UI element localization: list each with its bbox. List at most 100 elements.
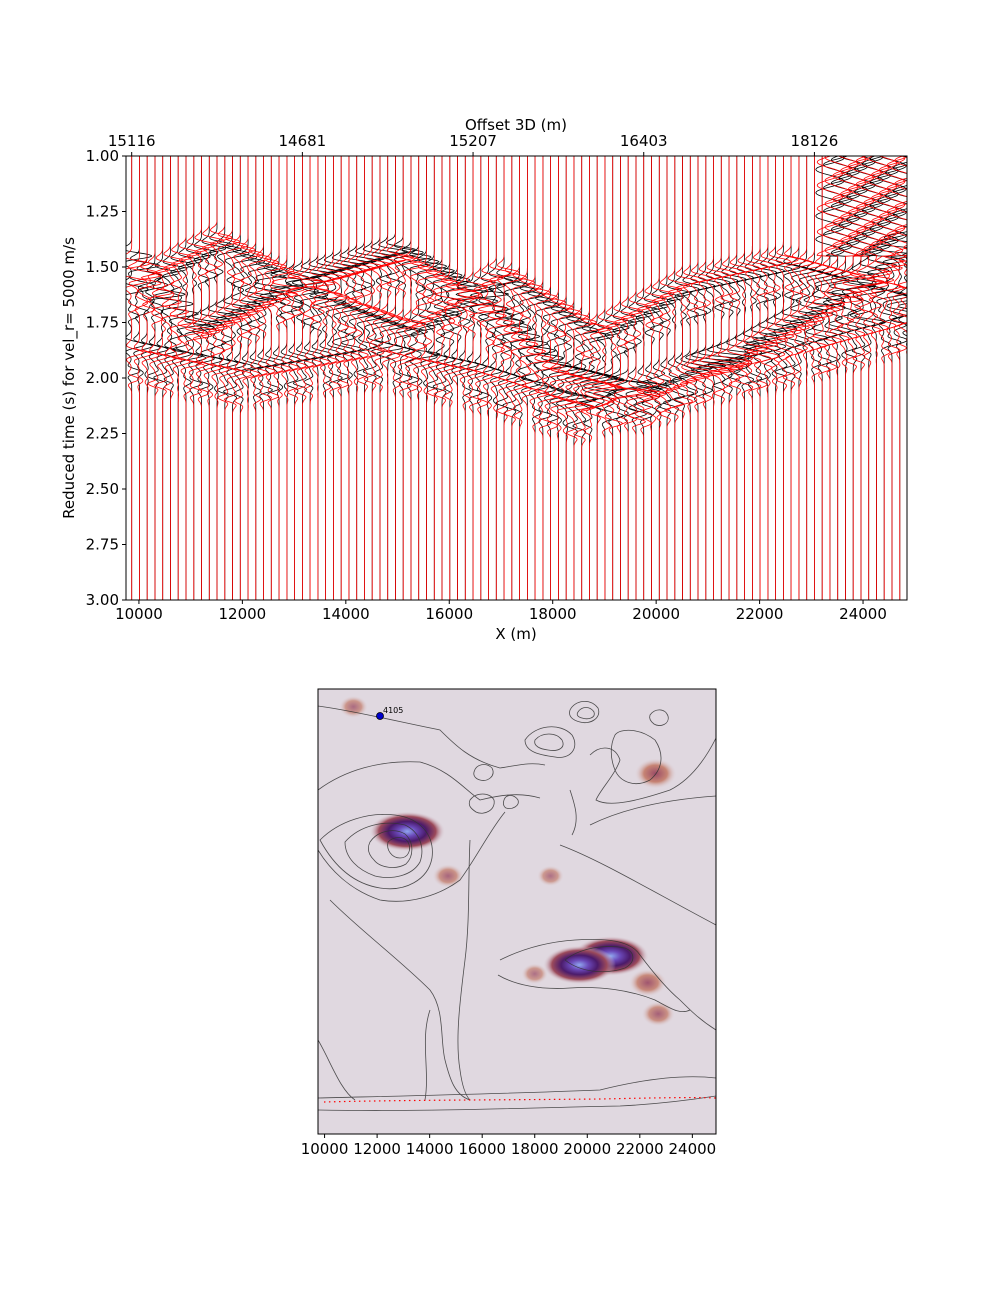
- red-trace: [840, 156, 870, 600]
- y-tick-label: 3.00: [86, 591, 119, 609]
- contour-line: [344, 822, 423, 878]
- red-trace: [764, 156, 795, 600]
- red-trace: [708, 156, 750, 600]
- black-trace: [152, 156, 194, 600]
- red-trace: [798, 156, 826, 600]
- black-trace: [663, 156, 692, 600]
- red-trace: [487, 156, 516, 600]
- red-trace: [746, 156, 779, 600]
- red-trace: [173, 156, 205, 600]
- map-panel: 4105 10000 12000 14000 16000 18000 20000 22000…: [301, 688, 717, 1158]
- red-trace: [271, 156, 305, 600]
- red-trace: [216, 156, 244, 600]
- contour-line: [318, 705, 546, 769]
- map-x-tick-label: 12000: [353, 1140, 401, 1158]
- y-tick-label: 2.25: [86, 425, 119, 443]
- map-x-tick-label: 10000: [301, 1140, 349, 1158]
- black-trace: [268, 156, 293, 600]
- black-trace: [707, 156, 753, 600]
- red-trace: [847, 156, 886, 600]
- contour-line: [503, 795, 519, 809]
- red-trace: [458, 156, 492, 600]
- red-trace: [300, 156, 325, 600]
- y-tick-label: 1.25: [86, 203, 119, 221]
- contour-line: [473, 764, 494, 781]
- y-tick-label: 2.00: [86, 369, 119, 387]
- map-background: [318, 689, 716, 1134]
- red-trace: [415, 156, 446, 600]
- red-trace: [542, 156, 570, 600]
- y-axis-title: Reduced time (s) for vel_r= 5000 m/s: [60, 237, 79, 519]
- black-trace: [486, 156, 516, 600]
- contour-line: [318, 811, 506, 902]
- contour-line: [318, 1095, 716, 1111]
- contour-line: [329, 899, 471, 1101]
- red-trace: [518, 156, 547, 600]
- contour-line: [589, 795, 716, 826]
- contour-line: [319, 814, 433, 890]
- red-trace: [805, 156, 834, 600]
- red-trace: [402, 156, 430, 600]
- contour-line: [318, 1039, 356, 1101]
- red-trace: [534, 156, 562, 600]
- black-trace: [285, 156, 323, 600]
- red-trace: [699, 156, 744, 600]
- seismic-panel: 10000 12000 14000 16000 18000 20000 22000 24000…: [60, 116, 908, 643]
- contour-line: [589, 737, 716, 804]
- red-trace: [754, 156, 787, 600]
- black-trace: [803, 156, 837, 600]
- red-trace: [126, 156, 151, 600]
- black-traces: [126, 156, 907, 600]
- contour-line: [559, 844, 716, 926]
- red-trace: [878, 156, 907, 600]
- red-trace: [254, 156, 283, 600]
- red-trace: [247, 156, 275, 600]
- x-tick-label: 14000: [322, 605, 370, 623]
- black-trace: [478, 156, 509, 600]
- red-trace: [592, 156, 623, 600]
- red-trace: [790, 156, 818, 600]
- shot-line: [323, 1096, 716, 1103]
- red-trace: [455, 156, 483, 600]
- contour-line: [424, 1009, 431, 1101]
- red-trace: [433, 156, 461, 600]
- x-tick-label: 20000: [632, 605, 680, 623]
- offset-tick-label: 15207: [449, 132, 497, 150]
- red-trace: [151, 156, 182, 600]
- contour-line: [318, 761, 541, 801]
- red-trace: [425, 156, 454, 600]
- anomaly-blob: [521, 963, 549, 985]
- red-trace: [495, 156, 523, 600]
- survey-line: [323, 1096, 716, 1103]
- red-trace: [435, 156, 468, 600]
- red-trace: [824, 156, 864, 600]
- anomaly-blob: [641, 1001, 676, 1027]
- contour-line: [457, 839, 471, 1101]
- contour-line: [468, 793, 495, 814]
- offset-tick-label: 18126: [791, 132, 839, 150]
- red-trace: [642, 156, 667, 600]
- red-trace: [580, 156, 608, 600]
- red-trace: [332, 156, 360, 600]
- black-trace: [408, 156, 441, 600]
- x-tick-label: 16000: [425, 605, 473, 623]
- map-x-axis-ticks: 10000 12000 14000 16000 18000 20000 22000 24000: [301, 1134, 716, 1158]
- offset-tick-label: 16403: [620, 132, 668, 150]
- red-trace: [394, 156, 422, 600]
- y-tick-label: 1.75: [86, 314, 119, 332]
- anomaly-blob: [542, 945, 616, 985]
- red-trace: [734, 156, 761, 600]
- red-trace: [614, 156, 658, 600]
- red-trace: [727, 156, 753, 600]
- map-x-tick-label: 22000: [616, 1140, 664, 1158]
- red-trace: [128, 156, 163, 600]
- red-trace: [261, 156, 290, 600]
- offset-tick-label: 15116: [108, 132, 156, 150]
- map-x-tick-label: 20000: [563, 1140, 611, 1158]
- red-trace: [469, 156, 508, 600]
- red-trace: [584, 156, 616, 600]
- black-trace: [634, 156, 662, 600]
- red-trace: [549, 156, 578, 600]
- red-trace: [161, 156, 189, 600]
